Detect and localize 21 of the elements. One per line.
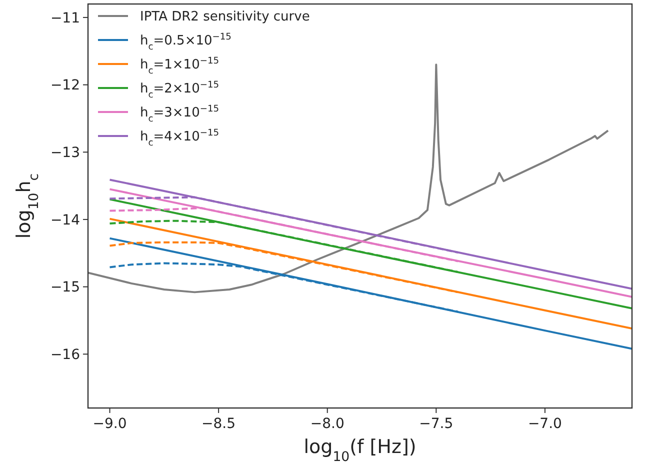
line-series	[108, 198, 632, 310]
legend-label: h$_{c}$=0.5×10$^{−15}$	[140, 32, 232, 53]
legend-label: h$_{c}$=1×10$^{−15}$	[140, 56, 220, 77]
x-tick-label: −8.5	[202, 416, 236, 432]
legend-label: h$_{c}$=4×10$^{−15}$	[140, 128, 220, 149]
x-tick-label: −7.0	[528, 416, 562, 432]
y-tick-label: −16	[50, 347, 80, 364]
x-axis-title: log$_{10}$(f [Hz])	[304, 436, 416, 464]
x-tick-label: −8.0	[310, 416, 344, 432]
y-tick-label: −11	[50, 10, 80, 26]
legend-label: h$_{c}$=2×10$^{−15}$	[140, 80, 220, 101]
y-tick-label: −12	[50, 78, 80, 94]
x-tick-label: −9.0	[92, 416, 127, 432]
x-tick-label: −7.5	[419, 416, 454, 432]
y-tick-label: −13	[50, 145, 80, 162]
y-tick-label: −15	[50, 280, 80, 296]
y-tick-label: −14	[50, 212, 80, 228]
line-series	[108, 237, 632, 350]
legend-label: IPTA DR2 sensitivity curve	[140, 10, 310, 25]
legend-label: h$_{c}$=3×10$^{−15}$	[140, 104, 220, 125]
line-series	[108, 218, 632, 330]
